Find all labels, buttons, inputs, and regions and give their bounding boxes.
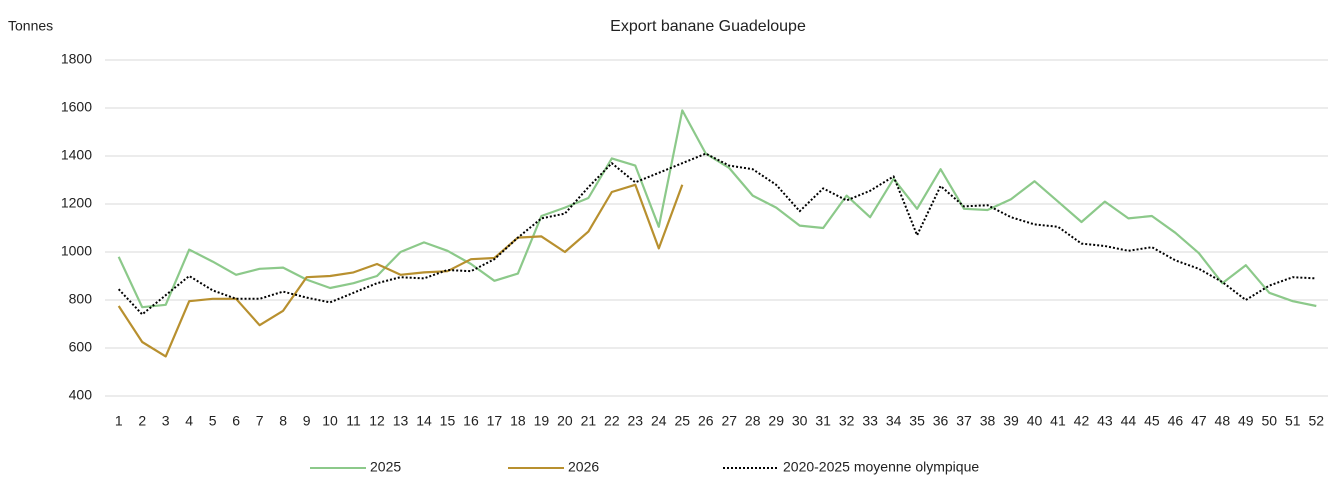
x-tick-label: 38 <box>980 413 996 429</box>
x-tick-label: 33 <box>862 413 878 429</box>
y-tick-label: 1000 <box>61 243 92 259</box>
y-tick-label: 1600 <box>61 99 92 115</box>
x-tick-label: 10 <box>322 413 338 429</box>
x-tick-label: 1 <box>115 413 123 429</box>
x-tick-label: 17 <box>487 413 503 429</box>
y-tick-label: 600 <box>69 339 93 355</box>
x-tick-label: 27 <box>721 413 737 429</box>
x-tick-label: 8 <box>279 413 287 429</box>
x-tick-label: 23 <box>628 413 644 429</box>
x-tick-label: 21 <box>581 413 597 429</box>
x-tick-label: 14 <box>416 413 432 429</box>
x-tick-label: 46 <box>1168 413 1184 429</box>
x-tick-label: 18 <box>510 413 526 429</box>
x-tick-label: 36 <box>933 413 949 429</box>
x-tick-label: 9 <box>303 413 311 429</box>
x-tick-label: 45 <box>1144 413 1160 429</box>
x-tick-label: 5 <box>209 413 217 429</box>
x-tick-label: 42 <box>1074 413 1090 429</box>
x-tick-label: 16 <box>463 413 479 429</box>
x-tick-label: 40 <box>1027 413 1043 429</box>
legend-label: 2020-2025 moyenne olympique <box>783 459 979 475</box>
x-tick-label: 39 <box>1003 413 1019 429</box>
series-line <box>117 109 1317 309</box>
x-tick-label: 47 <box>1191 413 1207 429</box>
x-tick-label: 31 <box>815 413 831 429</box>
y-tick-label: 800 <box>69 291 93 307</box>
x-tick-label: 15 <box>440 413 456 429</box>
legend-label: 2025 <box>370 459 401 475</box>
x-tick-label: 43 <box>1097 413 1113 429</box>
x-tick-label: 32 <box>839 413 855 429</box>
x-tick-label: 6 <box>232 413 240 429</box>
x-tick-label: 30 <box>792 413 808 429</box>
x-tick-label: 20 <box>557 413 573 429</box>
x-tick-label: 12 <box>369 413 385 429</box>
x-tick-label: 35 <box>909 413 925 429</box>
x-tick-label: 13 <box>393 413 409 429</box>
x-tick-label: 26 <box>698 413 714 429</box>
series-line <box>117 183 684 358</box>
x-tick-label: 37 <box>956 413 972 429</box>
x-tick-label: 52 <box>1308 413 1324 429</box>
x-tick-label: 34 <box>886 413 902 429</box>
x-tick-label: 3 <box>162 413 170 429</box>
x-tick-label: 7 <box>256 413 264 429</box>
x-tick-label: 49 <box>1238 413 1254 429</box>
x-tick-label: 29 <box>768 413 784 429</box>
x-tick-label: 28 <box>745 413 761 429</box>
x-tick-label: 24 <box>651 413 667 429</box>
x-tick-label: 51 <box>1285 413 1301 429</box>
x-tick-label: 44 <box>1121 413 1137 429</box>
chart-title: Export banane Guadeloupe <box>610 18 806 35</box>
legend-label: 2026 <box>568 459 599 475</box>
x-tick-label: 19 <box>534 413 550 429</box>
x-tick-label: 4 <box>185 413 193 429</box>
x-tick-label: 48 <box>1215 413 1231 429</box>
x-tick-label: 22 <box>604 413 620 429</box>
y-tick-label: 1800 <box>61 51 92 67</box>
y-tick-label: 1400 <box>61 147 92 163</box>
y-tick-label: 1200 <box>61 195 92 211</box>
x-tick-label: 11 <box>346 413 361 429</box>
x-tick-label: 2 <box>138 413 146 429</box>
x-tick-label: 50 <box>1262 413 1278 429</box>
y-axis-label: Tonnes <box>8 18 53 34</box>
x-tick-label: 25 <box>674 413 690 429</box>
x-tick-label: 41 <box>1050 413 1066 429</box>
y-tick-label: 400 <box>69 387 93 403</box>
